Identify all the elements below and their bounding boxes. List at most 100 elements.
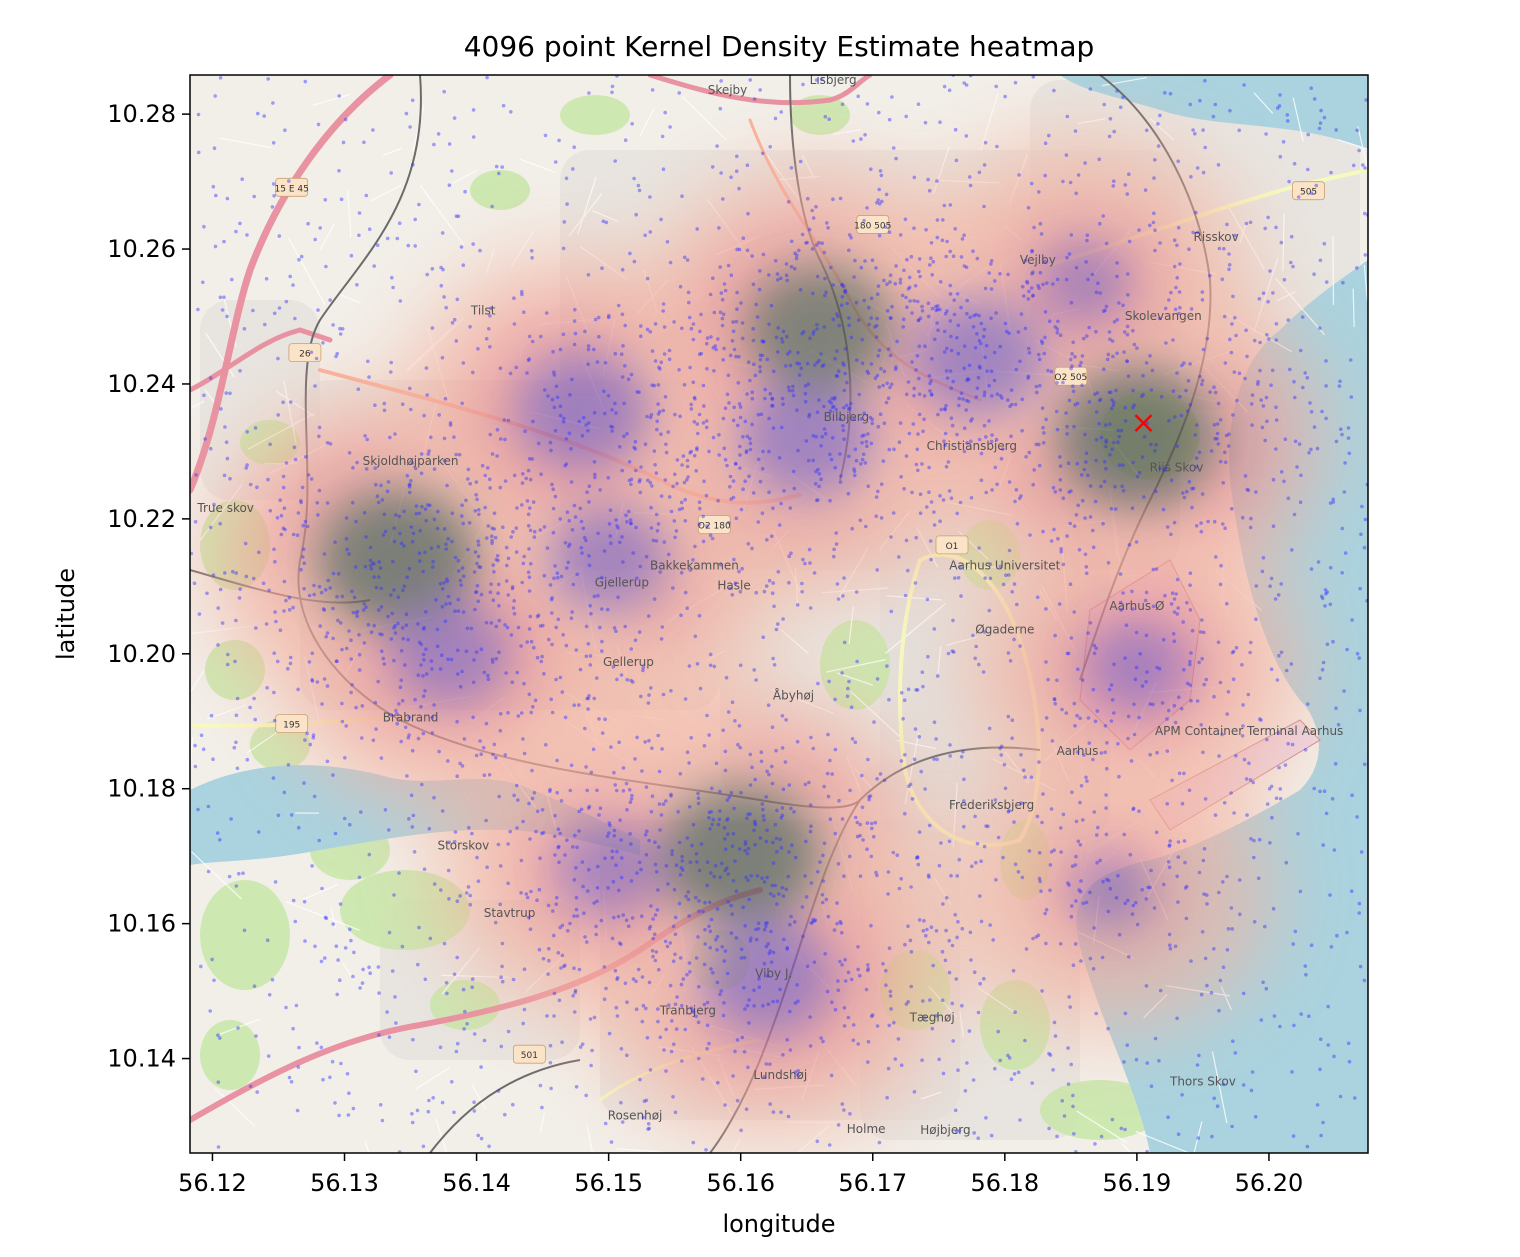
- sample-point: [677, 901, 682, 906]
- sample-point: [724, 675, 729, 680]
- sample-point: [803, 782, 808, 787]
- sample-point: [1277, 104, 1282, 108]
- sample-point: [1053, 325, 1058, 329]
- sample-point: [610, 429, 614, 433]
- sample-point: [1200, 290, 1205, 294]
- sample-point: [641, 668, 645, 673]
- sample-point: [934, 304, 938, 309]
- sample-point: [715, 948, 719, 952]
- sample-point: [509, 110, 513, 114]
- sample-point: [472, 1100, 476, 1104]
- sample-point: [610, 936, 615, 941]
- sample-point: [807, 780, 811, 785]
- sample-point: [1065, 432, 1069, 436]
- sample-point: [584, 1093, 588, 1098]
- sample-point: [899, 475, 903, 479]
- sample-point: [1051, 282, 1055, 286]
- sample-point: [653, 322, 658, 326]
- sample-point: [1108, 117, 1113, 121]
- sample-point: [1099, 484, 1103, 489]
- sample-point: [737, 354, 741, 359]
- sample-point: [448, 423, 453, 427]
- sample-point: [1110, 698, 1115, 702]
- sample-point: [1146, 885, 1150, 890]
- sample-point: [265, 938, 270, 942]
- sample-point: [1167, 865, 1172, 870]
- sample-point: [725, 832, 730, 836]
- egaa-water: [1060, 75, 1368, 150]
- sample-point: [962, 426, 967, 431]
- sample-point: [929, 241, 934, 245]
- sample-point: [297, 1045, 301, 1050]
- sample-point: [649, 904, 653, 908]
- sample-point: [1055, 330, 1060, 335]
- sample-point: [998, 1058, 1002, 1063]
- sample-point: [1076, 173, 1081, 177]
- sample-point: [1126, 736, 1130, 741]
- sample-point: [760, 339, 764, 343]
- sample-point: [425, 272, 430, 277]
- sample-point: [647, 838, 651, 843]
- sample-point: [879, 366, 883, 371]
- sample-point: [304, 455, 308, 459]
- sample-point: [1177, 311, 1181, 316]
- sample-point: [477, 512, 481, 517]
- sample-point: [1174, 285, 1178, 290]
- sample-point: [1258, 368, 1262, 373]
- street: [1193, 1121, 1203, 1153]
- sample-point: [939, 407, 943, 412]
- sample-point: [610, 84, 615, 89]
- sample-point: [464, 649, 469, 654]
- sample-point: [1109, 719, 1114, 723]
- sample-point: [944, 254, 948, 259]
- sample-point: [910, 797, 915, 801]
- sample-point: [1360, 504, 1364, 509]
- sample-point: [1214, 555, 1218, 559]
- sample-point: [1052, 848, 1056, 852]
- sample-point: [540, 808, 545, 812]
- sample-point: [224, 391, 229, 395]
- sample-point: [470, 985, 475, 989]
- sample-point: [287, 179, 291, 183]
- sample-point: [1039, 889, 1043, 893]
- sample-point: [1122, 330, 1127, 334]
- sample-point: [263, 322, 267, 327]
- sample-point: [244, 466, 248, 470]
- sample-point: [960, 237, 965, 241]
- sample-point: [1091, 545, 1096, 550]
- sample-point: [645, 414, 649, 419]
- sample-point: [1006, 809, 1011, 814]
- sample-point: [956, 920, 960, 924]
- sample-point: [688, 568, 693, 572]
- sample-point: [597, 334, 601, 339]
- sample-point: [325, 631, 330, 635]
- sample-point: [723, 457, 728, 462]
- sample-point: [613, 159, 617, 163]
- sample-point: [853, 740, 858, 744]
- sample-point: [1093, 719, 1098, 724]
- sample-point: [380, 649, 384, 653]
- sample-point: [917, 412, 922, 417]
- sample-point: [586, 429, 590, 433]
- sample-point: [1003, 94, 1007, 99]
- sample-point: [627, 460, 632, 464]
- sample-point: [1334, 128, 1338, 132]
- sample-point: [399, 678, 404, 683]
- sample-point: [1324, 359, 1328, 363]
- sample-point: [772, 604, 776, 609]
- sample-point: [558, 517, 562, 521]
- sample-point: [1126, 898, 1130, 903]
- street: [452, 169, 478, 184]
- sample-point: [407, 817, 411, 821]
- sample-point: [741, 435, 745, 439]
- sample-point: [677, 91, 681, 95]
- sample-point: [1024, 947, 1029, 951]
- sample-point: [352, 595, 357, 600]
- sample-point: [357, 233, 361, 238]
- sample-point: [547, 958, 551, 963]
- sample-point: [343, 946, 348, 950]
- sample-point: [639, 867, 643, 872]
- sample-point: [876, 354, 880, 358]
- sample-point: [532, 791, 537, 795]
- basemap-label: Storskov: [437, 838, 489, 852]
